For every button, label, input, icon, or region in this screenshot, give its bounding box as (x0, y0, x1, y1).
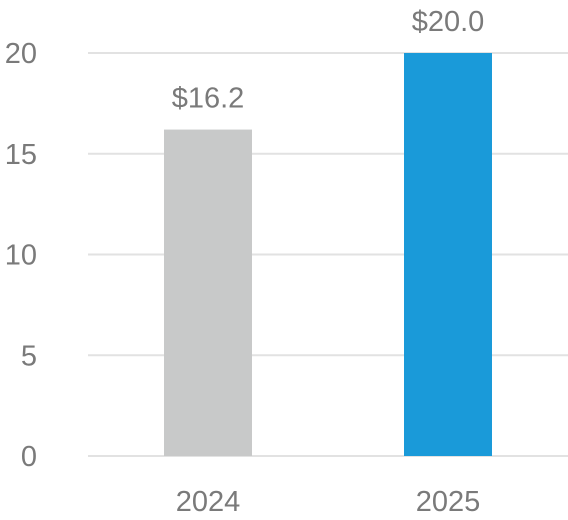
category-label-2024: 2024 (176, 486, 241, 518)
data-label-2024: $16.2 (172, 83, 245, 115)
data-labels: $16.2 $20.0 (172, 6, 485, 115)
y-tick-label-15: 15 (5, 139, 37, 171)
x-axis-category-labels: 2024 2025 (176, 486, 481, 518)
y-axis-tick-labels: 0 5 10 15 20 (5, 38, 37, 473)
y-tick-label-20: 20 (5, 38, 37, 70)
bars (164, 53, 492, 456)
bar-2024 (164, 129, 252, 456)
y-tick-label-5: 5 (21, 340, 37, 372)
gridlines (88, 52, 568, 457)
data-label-2025: $20.0 (412, 6, 485, 38)
y-tick-label-10: 10 (5, 240, 37, 272)
category-label-2025: 2025 (416, 486, 481, 518)
bar-2025 (404, 53, 492, 456)
y-tick-label-0: 0 (21, 441, 37, 473)
